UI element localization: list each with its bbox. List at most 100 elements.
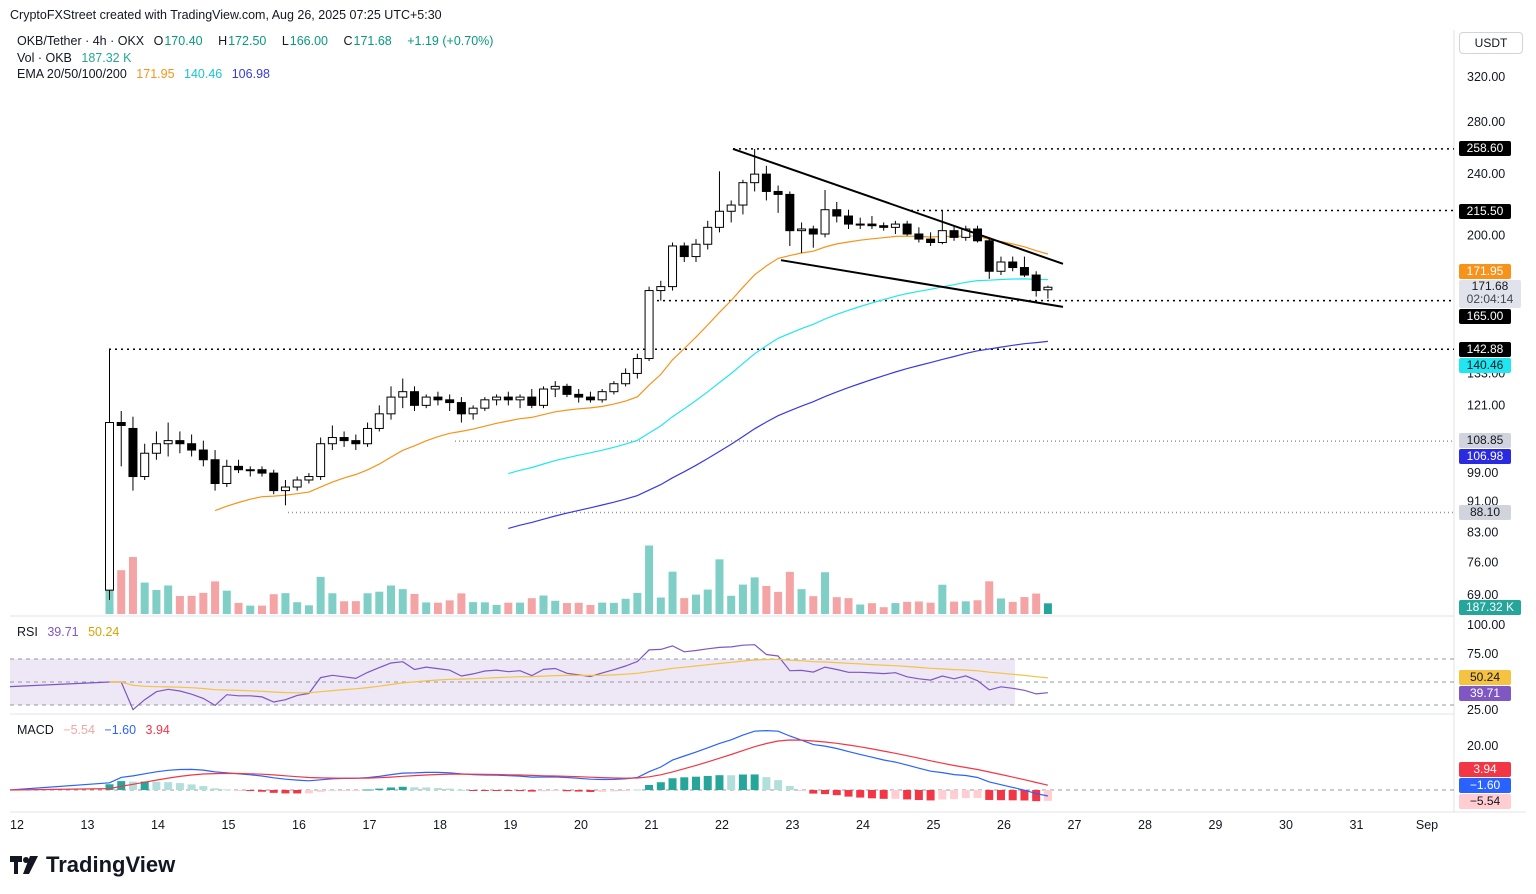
candle-body — [843, 215, 853, 225]
candle-body — [679, 245, 689, 258]
macd-histogram-bar — [996, 790, 1005, 801]
candle — [175, 431, 185, 454]
candle-body — [761, 173, 771, 192]
candle-body — [926, 238, 936, 244]
candle-body — [550, 385, 560, 390]
ema20-value: 171.95 — [136, 67, 175, 81]
candle — [621, 368, 631, 387]
macd-histogram-bar — [727, 775, 736, 790]
candle-body — [703, 226, 713, 245]
candle — [198, 440, 208, 467]
volume-bar — [293, 602, 302, 614]
volume-bar — [387, 585, 396, 614]
level-tag-142: 142.88 — [1459, 342, 1511, 357]
tradingview-logo[interactable]: TradingView — [10, 852, 175, 878]
volume-bar — [867, 603, 876, 614]
candle-body — [374, 413, 384, 429]
candle-body — [562, 385, 572, 395]
time-tick-label: 19 — [504, 818, 518, 832]
candle-body — [116, 422, 126, 426]
macd-signal-value: 3.94 — [145, 723, 170, 737]
price-tick-label: 200.00 — [1467, 229, 1505, 243]
time-tick-label: 26 — [997, 818, 1011, 832]
candle-body — [597, 391, 607, 401]
time-tick-label: 23 — [786, 818, 800, 832]
candle-body — [750, 173, 760, 184]
level-tag-215: 215.50 — [1459, 204, 1511, 219]
macd-histogram-bar — [586, 790, 595, 792]
brand-name: TradingView — [46, 852, 176, 877]
macd-histogram-bar — [985, 790, 994, 800]
price-tick-label: 76.00 — [1467, 555, 1498, 569]
macd-histogram-bar — [961, 790, 970, 799]
level-tag-88: 88.10 — [1459, 505, 1511, 520]
volume-bar — [457, 593, 466, 614]
macd-line — [9, 729, 1049, 797]
candle-body — [691, 243, 701, 258]
candle — [879, 222, 889, 231]
rsi-tag: 39.71 — [1459, 686, 1511, 701]
macd-histogram-bar — [692, 776, 700, 790]
candle-body — [492, 396, 502, 401]
candle — [527, 389, 537, 409]
volume-bar — [504, 602, 513, 614]
macd-histogram-bar — [680, 777, 689, 790]
volume-bar — [340, 601, 349, 614]
macd-histogram-bar — [621, 790, 630, 791]
candle-body — [832, 209, 842, 217]
macd-histogram-bar — [504, 790, 513, 791]
candle — [257, 466, 267, 477]
time-tick-label: 17 — [363, 818, 377, 832]
candle — [386, 386, 396, 420]
volume-bar — [316, 576, 325, 614]
candle — [187, 434, 197, 457]
level-tag-258: 258.60 — [1459, 141, 1511, 156]
macd-histogram-bar — [645, 784, 654, 790]
time-tick-label: 29 — [1209, 818, 1223, 832]
candle-body — [585, 396, 595, 401]
rsi-ma-tag: 50.24 — [1459, 670, 1511, 685]
price-tick-label: 240.00 — [1467, 167, 1505, 181]
candle-body — [632, 358, 642, 374]
candle — [855, 217, 865, 230]
volume-bar — [1020, 597, 1029, 614]
rsi-label: RSI — [17, 625, 38, 639]
candle — [562, 383, 572, 398]
currency-selector[interactable]: USDT — [1459, 32, 1523, 54]
candle-body — [808, 228, 818, 235]
macd-histogram-bar — [609, 790, 618, 792]
macd-histogram-bar — [316, 790, 325, 792]
volume-bar — [175, 596, 184, 614]
candle-body — [855, 223, 865, 226]
volume-bar — [668, 571, 677, 614]
time-tick-label: 13 — [81, 818, 95, 832]
time-tick-label: 18 — [433, 818, 447, 832]
candle-body — [421, 396, 431, 406]
volume-bar — [562, 603, 571, 614]
macd-histogram-bar — [375, 788, 384, 790]
candle-body — [539, 388, 549, 406]
candle — [539, 386, 549, 409]
macd-line-value: −1.60 — [104, 723, 137, 737]
candle-body — [996, 261, 1006, 272]
macd-histogram-bar — [750, 774, 759, 790]
candle — [316, 437, 326, 481]
candle-body — [222, 465, 232, 484]
candle-body — [140, 452, 150, 478]
candle — [574, 389, 584, 403]
legend-symbol-row: OKB/Tether · 4h · OKX O170.40 H172.50 L1… — [17, 34, 499, 48]
last-price-value: 171.68 — [1471, 279, 1509, 293]
macd-legend: MACD −5.54 −1.60 3.94 — [17, 723, 176, 737]
candle — [761, 165, 771, 201]
volume-bar — [645, 545, 654, 614]
candle — [949, 225, 959, 241]
time-tick-label: 25 — [927, 818, 941, 832]
volume-bar — [762, 586, 771, 614]
candle — [902, 220, 912, 236]
time-tick-label: 14 — [151, 818, 165, 832]
volume-bar — [715, 559, 724, 614]
candle — [140, 443, 150, 481]
candle-body — [515, 396, 525, 401]
volume-bar — [269, 594, 278, 614]
